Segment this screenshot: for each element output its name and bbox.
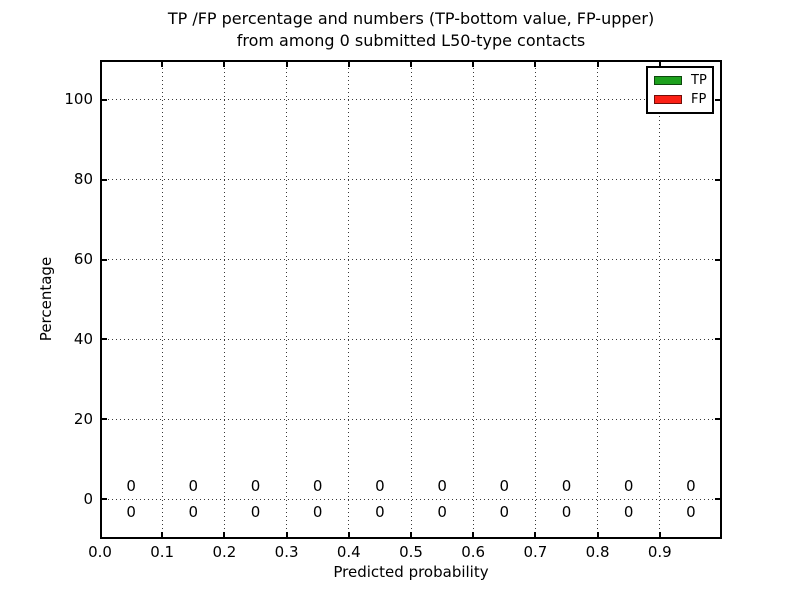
x-tick-bottom [347, 532, 350, 539]
x-tick-bottom [285, 532, 288, 539]
x-tick-label: 0.2 [212, 543, 237, 561]
x-gridline [597, 60, 599, 539]
y-tick-right [715, 178, 722, 181]
x-gridline [348, 60, 350, 539]
legend: TP FP [646, 66, 714, 114]
y-tick-label: 40 [73, 329, 93, 348]
x-tick-bottom [472, 532, 475, 539]
y-axis-label: Percentage [37, 256, 55, 342]
x-tick-top [285, 60, 288, 67]
x-tick-bottom [658, 532, 661, 539]
fp-count-label: 0 [126, 477, 136, 496]
y-tick-right [715, 498, 722, 501]
x-tick-label: 0.9 [647, 543, 672, 561]
y-tick-left [100, 258, 107, 261]
x-tick-top [596, 60, 599, 67]
x-gridline [534, 60, 536, 539]
y-tick-label: 60 [73, 250, 93, 269]
x-tick-label: 0.7 [523, 543, 548, 561]
y-tick-label: 100 [64, 90, 93, 109]
tp-count-label: 0 [375, 503, 385, 522]
x-tick-label: 0.5 [399, 543, 423, 561]
x-tick-bottom [161, 532, 164, 539]
x-tick-top [410, 60, 412, 67]
x-gridline [410, 60, 412, 539]
x-tick-top [534, 60, 537, 67]
fp-count-label: 0 [250, 477, 261, 496]
tp-count-label: 0 [250, 503, 261, 522]
legend-item: TP [648, 73, 712, 88]
x-gridline [472, 60, 474, 539]
fp-count-label: 0 [188, 477, 199, 496]
tp-count-label: 0 [188, 503, 199, 522]
x-tick-label: 0.3 [274, 543, 299, 561]
x-tick-top [223, 60, 226, 67]
fp-count-label: 0 [437, 477, 447, 496]
x-gridline [286, 60, 288, 539]
fp-count-label: 0 [375, 477, 385, 496]
y-tick-right [715, 418, 722, 421]
tp-count-label: 0 [623, 503, 634, 522]
chart-title-line1: TP /FP percentage and numbers (TP-bottom… [167, 9, 655, 28]
fp-count-label: 0 [561, 477, 572, 496]
legend-swatch-tp [654, 75, 682, 85]
x-tick-bottom [410, 532, 412, 539]
x-tick-bottom [534, 532, 537, 539]
x-tick-top [347, 60, 350, 67]
y-tick-label: 0 [83, 489, 93, 508]
plot-area: 0 0 0 0 0 0 0 0 0 0 0 0 0 0 0 0 0 0 0 0 [100, 60, 722, 539]
legend-item: FP [648, 92, 712, 107]
tp-count-label: 0 [437, 503, 447, 522]
x-tick-bottom [223, 532, 226, 539]
x-tick-label: 0.6 [461, 543, 486, 561]
fp-count-label: 0 [499, 477, 510, 496]
chart-title-line2: from among 0 submitted L50-type contacts [236, 31, 586, 50]
y-tick-right [715, 98, 722, 101]
y-tick-left [100, 498, 107, 501]
x-tick-label: 0.8 [585, 543, 610, 561]
y-tick-label: 80 [73, 170, 93, 189]
tp-count-label: 0 [499, 503, 510, 522]
x-gridline [223, 60, 225, 539]
x-tick-label: 0.1 [150, 543, 175, 561]
x-tick-label: 0.0 [88, 543, 112, 561]
tp-count-label: 0 [561, 503, 572, 522]
legend-label: TP [691, 72, 707, 88]
x-tick-top [472, 60, 475, 67]
y-tick-right [715, 338, 722, 341]
x-gridline [659, 60, 661, 539]
tp-count-label: 0 [686, 503, 696, 522]
x-axis-label: Predicted probability [333, 563, 489, 581]
x-tick-top [658, 60, 661, 67]
y-tick-left [100, 338, 107, 341]
x-tick-top [161, 60, 164, 67]
y-tick-label: 20 [73, 409, 93, 428]
tp-count-label: 0 [312, 503, 323, 522]
fp-count-label: 0 [312, 477, 323, 496]
x-tick-label: 0.4 [336, 543, 361, 561]
y-tick-left [100, 178, 107, 181]
x-gridline [161, 60, 163, 539]
chart-title: TP /FP percentage and numbers (TP-bottom… [100, 8, 722, 52]
y-tick-left [100, 418, 107, 421]
y-tick-left [100, 98, 107, 101]
fp-count-label: 0 [623, 477, 634, 496]
tp-count-label: 0 [126, 503, 136, 522]
y-tick-right [715, 258, 722, 261]
legend-swatch-fp [654, 95, 682, 105]
x-tick-bottom [596, 532, 599, 539]
legend-label: FP [691, 92, 707, 108]
fp-count-label: 0 [686, 477, 696, 496]
